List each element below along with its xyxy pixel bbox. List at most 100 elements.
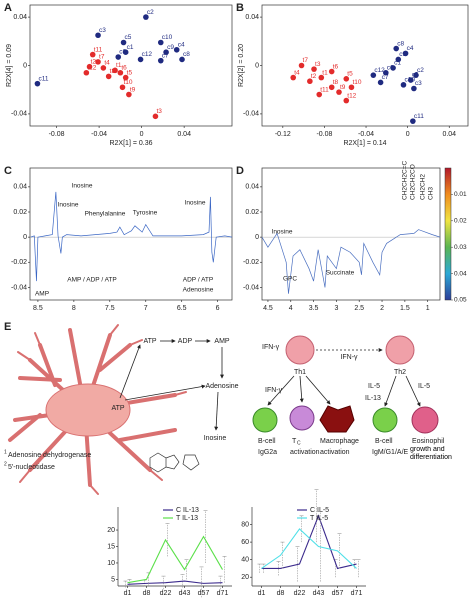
point (179, 56, 185, 63)
th2-cell (385, 335, 415, 365)
outcome: C (297, 440, 301, 446)
point-label: t12 (347, 92, 356, 99)
annotation: Inosine (185, 200, 206, 207)
point (163, 49, 169, 55)
pathway-node: ADP (178, 338, 193, 345)
point (411, 85, 417, 92)
x-tick-label: 8 (72, 305, 76, 312)
point (393, 45, 400, 52)
y-tick-label: 0.02 (13, 209, 27, 216)
point-label: c3 (99, 27, 106, 34)
y-tick-label: -0.02 (243, 259, 259, 266)
point-label: t1 (116, 62, 122, 69)
x-tick-label: d71 (217, 590, 229, 597)
x-tick-label: d57 (332, 590, 344, 597)
point (343, 76, 350, 82)
point-label: t3 (156, 108, 162, 115)
footnote: 5′-nucleotidase (8, 464, 55, 471)
cell-label: ATP (111, 405, 124, 412)
x-tick-label: 8.5 (33, 305, 43, 312)
point-label: t11 (320, 86, 329, 93)
b-cell (372, 407, 398, 433)
point-label: c6 (119, 49, 126, 56)
cytokine: IFN-γ (340, 354, 358, 361)
x-tick-label: 3.5 (309, 305, 319, 312)
colorbar-tick-label: 0.05 (454, 297, 467, 304)
point-label: c4 (407, 45, 414, 52)
point-label: t8 (333, 79, 339, 86)
annotation: CH2CH2 (420, 174, 427, 200)
outcome: B-cell (258, 438, 276, 445)
y-tick-label: 0.04 (245, 184, 259, 191)
x-tick-label: d1 (258, 590, 266, 597)
outcome: Eosinophil (412, 438, 445, 445)
macrophage (319, 405, 355, 433)
point (343, 97, 350, 104)
x-tick-label: 4 (289, 305, 293, 312)
y-tick-label: -0.02 (11, 259, 27, 266)
panel-label: D (236, 165, 244, 177)
annotation: CH2CH2CO (410, 164, 417, 200)
outcome: T (292, 438, 297, 445)
point-label: c1 (394, 60, 401, 67)
point-label: c12 (142, 51, 153, 58)
x-tick-label: 6 (216, 305, 220, 312)
point-label: c2 (147, 9, 154, 16)
outcome: activation (320, 449, 350, 456)
footnote-mark: 1 (4, 449, 7, 455)
y-tick-label: 60 (241, 539, 249, 546)
point-label: t5 (347, 71, 353, 78)
point (413, 72, 419, 78)
cytokine: IL-5 (368, 383, 380, 390)
point-label: t9 (340, 84, 346, 91)
y-tick-label: 10 (107, 560, 115, 567)
point-label: t7 (99, 54, 105, 61)
x-tick-label: d43 (179, 590, 191, 597)
point (126, 91, 132, 98)
y-tick-label: 0 (255, 234, 259, 241)
point (298, 62, 305, 69)
point (157, 57, 164, 64)
point (95, 59, 101, 65)
point (377, 79, 384, 86)
y-tick-label: 5 (111, 576, 115, 583)
point-label: t4 (104, 60, 110, 67)
point-label: t8 (110, 68, 116, 75)
point-label: t1 (322, 69, 328, 76)
x-tick-label: 1.5 (400, 305, 410, 312)
annotation: Phenylalanine (85, 211, 126, 218)
point (390, 65, 396, 71)
panel-label: C (4, 165, 12, 177)
x-axis-label: R2X[1] = 0.14 (343, 140, 386, 147)
point-label: t3 (315, 61, 321, 68)
point-label: t5 (127, 69, 133, 76)
annotation: AMP (35, 291, 49, 298)
series-line (127, 580, 223, 585)
x-tick-label: 6.5 (177, 305, 187, 312)
point (383, 69, 389, 76)
point (336, 89, 342, 95)
cell-name: Th1 (294, 369, 306, 376)
point-label: c5 (125, 34, 132, 41)
x-tick-label: 7.5 (105, 305, 115, 312)
legend-label: T IL-5 (310, 515, 328, 522)
x-tick-label: -0.08 (49, 131, 65, 138)
point-label: t4 (294, 69, 300, 76)
point-label: c6 (387, 64, 394, 71)
point (407, 77, 414, 83)
point-label: t12 (87, 64, 96, 71)
point-label: t10 (123, 79, 132, 86)
cell-name: Th2 (394, 369, 406, 376)
annotation: CH2CH2C=C (402, 161, 409, 200)
annotation: Inosine (72, 183, 93, 190)
eosinophil (411, 406, 439, 434)
point (316, 91, 323, 98)
y-axis-label: R2X[2] = 0.20 (238, 44, 245, 87)
outcome-box: growth and differentiation (410, 446, 452, 461)
y-tick-label: 20 (241, 574, 249, 581)
point-label: c1 (127, 44, 134, 51)
point (152, 113, 159, 120)
cell-body (45, 383, 131, 437)
y-tick-label: -0.04 (243, 111, 259, 118)
panel-e: E ATP ATP ADP AMP Adenosine Inosine 1 Ad… (4, 321, 452, 495)
